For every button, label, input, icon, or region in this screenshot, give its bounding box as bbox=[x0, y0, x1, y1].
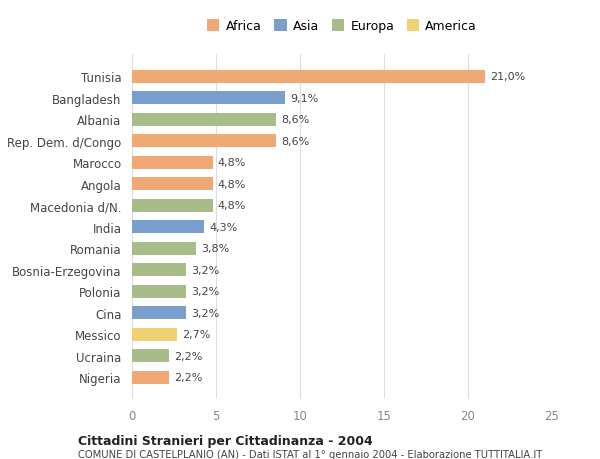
Text: 3,2%: 3,2% bbox=[191, 286, 219, 297]
Text: 8,6%: 8,6% bbox=[281, 115, 310, 125]
Bar bbox=[132, 349, 169, 362]
Text: 4,8%: 4,8% bbox=[218, 201, 246, 211]
Text: 2,2%: 2,2% bbox=[174, 372, 202, 382]
Text: 3,8%: 3,8% bbox=[201, 244, 229, 254]
Bar bbox=[132, 371, 169, 384]
Text: 4,8%: 4,8% bbox=[218, 158, 246, 168]
Text: 2,7%: 2,7% bbox=[182, 330, 211, 339]
Bar bbox=[132, 113, 277, 127]
Bar bbox=[132, 199, 212, 212]
Bar bbox=[132, 307, 186, 319]
Bar bbox=[132, 178, 212, 191]
Bar bbox=[132, 157, 212, 169]
Text: 4,3%: 4,3% bbox=[209, 222, 238, 232]
Text: 21,0%: 21,0% bbox=[490, 72, 525, 82]
Text: 3,2%: 3,2% bbox=[191, 308, 219, 318]
Bar bbox=[132, 263, 186, 276]
Legend: Africa, Asia, Europa, America: Africa, Asia, Europa, America bbox=[203, 17, 481, 37]
Text: 3,2%: 3,2% bbox=[191, 265, 219, 275]
Text: 4,8%: 4,8% bbox=[218, 179, 246, 189]
Text: 8,6%: 8,6% bbox=[281, 136, 310, 146]
Bar bbox=[132, 135, 277, 148]
Text: 2,2%: 2,2% bbox=[174, 351, 202, 361]
Bar bbox=[132, 221, 204, 234]
Bar bbox=[132, 92, 285, 105]
Bar bbox=[132, 328, 178, 341]
Bar bbox=[132, 285, 186, 298]
Text: 9,1%: 9,1% bbox=[290, 94, 318, 104]
Text: COMUNE DI CASTELPLANIO (AN) - Dati ISTAT al 1° gennaio 2004 - Elaborazione TUTTI: COMUNE DI CASTELPLANIO (AN) - Dati ISTAT… bbox=[78, 449, 542, 459]
Text: Cittadini Stranieri per Cittadinanza - 2004: Cittadini Stranieri per Cittadinanza - 2… bbox=[78, 434, 373, 447]
Bar bbox=[132, 71, 485, 84]
Bar bbox=[132, 242, 196, 255]
